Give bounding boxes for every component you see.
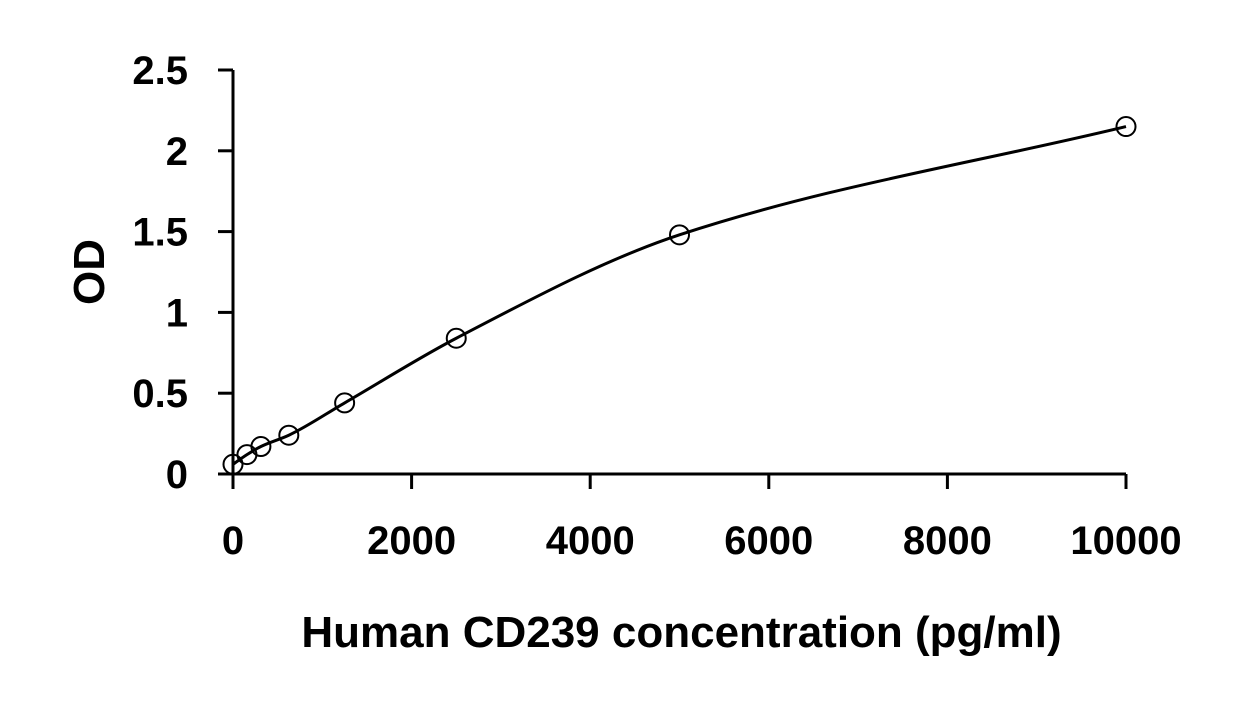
data-point (669, 224, 690, 246)
fit-curve-line (232, 125, 1127, 466)
y-tick-label: 1.5 (132, 211, 188, 255)
x-tick-label: 6000 (724, 519, 813, 563)
tick-labels-layer: 0 0.5 1 1.5 2 2.5 0 2000 4000 6000 8000 10000 (132, 49, 1181, 563)
x-tick-label: 8000 (903, 519, 992, 563)
data-point (222, 453, 244, 475)
fit-curve-layer (232, 125, 1127, 466)
x-axis-title: Human CD239 concentration (pg/ml) (301, 608, 1061, 657)
y-tick-label: 0 (166, 453, 188, 497)
data-point (1115, 116, 1137, 138)
x-tick-label: 2000 (367, 519, 456, 563)
x-tick-label: 10000 (1070, 519, 1181, 563)
y-tick-label: 1 (166, 291, 188, 335)
y-tick-label: 0.5 (132, 372, 188, 416)
axes (218, 68, 1128, 489)
data-point (278, 424, 300, 446)
data-point (334, 392, 356, 414)
y-tick-label: 2 (166, 130, 188, 174)
y-tick-label: 2.5 (132, 49, 188, 93)
data-point (250, 436, 272, 458)
y-axis-title: OD (65, 239, 114, 305)
data-point (445, 327, 467, 349)
data-points-layer (222, 116, 1137, 475)
x-tick-label: 0 (222, 519, 244, 563)
x-tick-label: 4000 (546, 519, 635, 563)
